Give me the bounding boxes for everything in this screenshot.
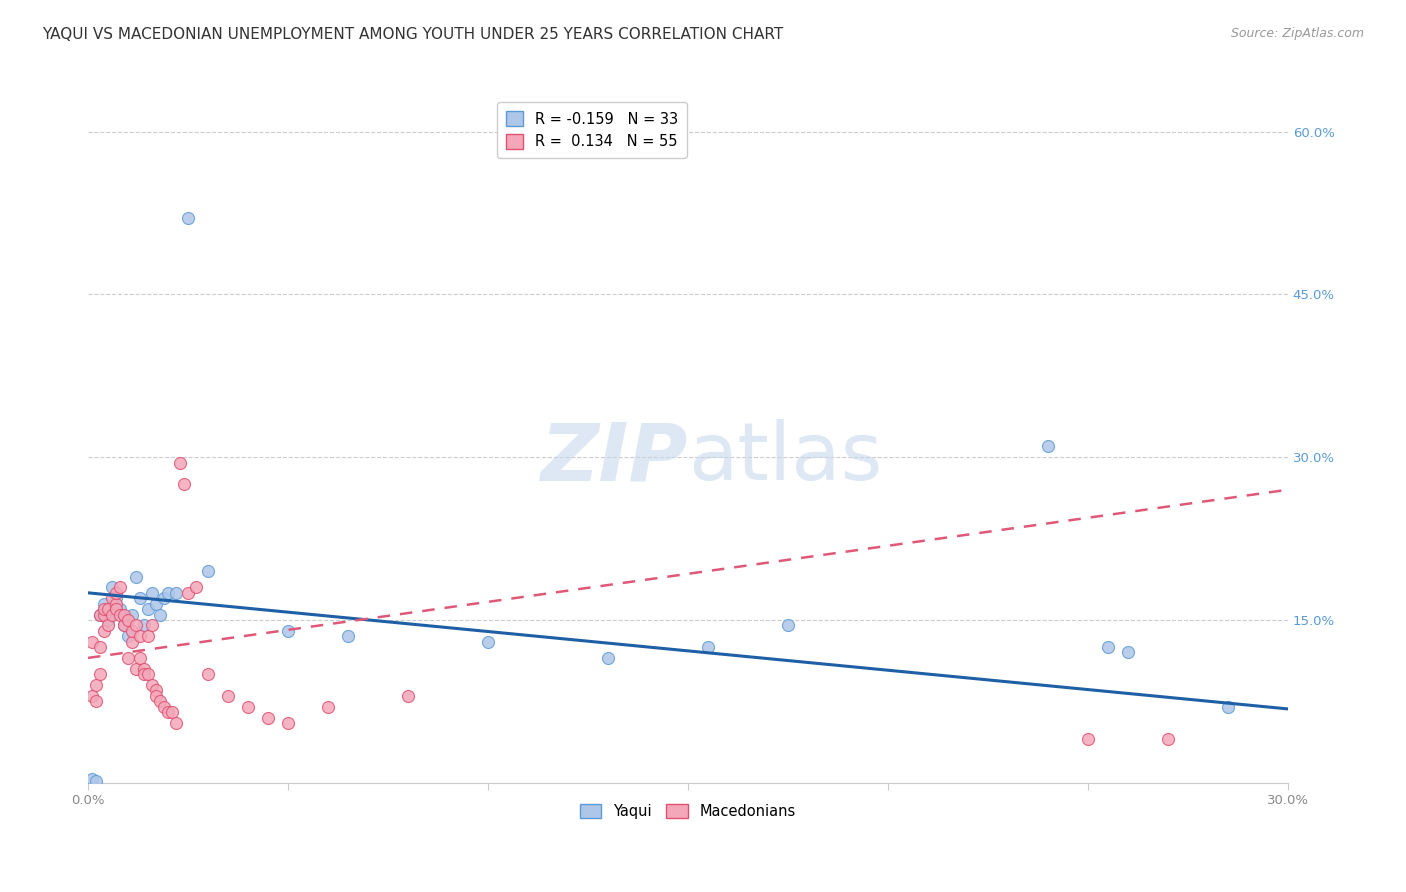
- Point: [596, 651, 619, 665]
- Point: [129, 629, 152, 643]
- Point: [696, 640, 718, 654]
- Point: [93, 602, 115, 616]
- Point: [108, 581, 131, 595]
- Point: [84, 678, 107, 692]
- Point: [97, 602, 120, 616]
- Point: [132, 618, 155, 632]
- Legend: Yaqui, Macedonians: Yaqui, Macedonians: [574, 797, 801, 825]
- Point: [153, 699, 176, 714]
- Point: [104, 591, 127, 606]
- Point: [93, 597, 115, 611]
- Point: [136, 629, 159, 643]
- Point: [112, 618, 135, 632]
- Point: [169, 456, 191, 470]
- Text: YAQUI VS MACEDONIAN UNEMPLOYMENT AMONG YOUTH UNDER 25 YEARS CORRELATION CHART: YAQUI VS MACEDONIAN UNEMPLOYMENT AMONG Y…: [42, 27, 783, 42]
- Point: [165, 716, 187, 731]
- Point: [121, 634, 143, 648]
- Point: [149, 607, 172, 622]
- Point: [1036, 439, 1059, 453]
- Point: [776, 618, 799, 632]
- Point: [97, 613, 120, 627]
- Point: [93, 607, 115, 622]
- Point: [177, 211, 200, 226]
- Point: [104, 586, 127, 600]
- Point: [336, 629, 359, 643]
- Point: [89, 667, 111, 681]
- Point: [121, 607, 143, 622]
- Point: [125, 662, 148, 676]
- Point: [132, 667, 155, 681]
- Point: [257, 710, 280, 724]
- Point: [217, 689, 239, 703]
- Point: [477, 634, 499, 648]
- Point: [101, 607, 124, 622]
- Point: [184, 581, 207, 595]
- Point: [160, 705, 183, 719]
- Point: [125, 618, 148, 632]
- Point: [1116, 645, 1139, 659]
- Point: [149, 694, 172, 708]
- Text: Source: ZipAtlas.com: Source: ZipAtlas.com: [1230, 27, 1364, 40]
- Point: [197, 564, 219, 578]
- Point: [145, 689, 167, 703]
- Point: [89, 607, 111, 622]
- Point: [108, 602, 131, 616]
- Point: [165, 586, 187, 600]
- Point: [156, 705, 179, 719]
- Point: [101, 591, 124, 606]
- Point: [121, 624, 143, 638]
- Point: [89, 607, 111, 622]
- Point: [80, 772, 103, 787]
- Point: [129, 651, 152, 665]
- Point: [93, 624, 115, 638]
- Point: [1216, 699, 1239, 714]
- Point: [80, 634, 103, 648]
- Point: [136, 667, 159, 681]
- Point: [1097, 640, 1119, 654]
- Point: [84, 694, 107, 708]
- Point: [197, 667, 219, 681]
- Point: [101, 581, 124, 595]
- Point: [236, 699, 259, 714]
- Point: [141, 678, 163, 692]
- Point: [112, 618, 135, 632]
- Point: [141, 618, 163, 632]
- Point: [89, 640, 111, 654]
- Point: [84, 773, 107, 788]
- Text: ZIP: ZIP: [540, 419, 688, 497]
- Point: [396, 689, 419, 703]
- Point: [145, 597, 167, 611]
- Point: [80, 689, 103, 703]
- Point: [141, 586, 163, 600]
- Point: [112, 607, 135, 622]
- Point: [316, 699, 339, 714]
- Point: [1157, 732, 1180, 747]
- Point: [117, 613, 139, 627]
- Point: [1077, 732, 1099, 747]
- Point: [132, 662, 155, 676]
- Point: [129, 591, 152, 606]
- Point: [136, 602, 159, 616]
- Text: atlas: atlas: [688, 419, 882, 497]
- Point: [108, 607, 131, 622]
- Point: [117, 651, 139, 665]
- Point: [97, 618, 120, 632]
- Point: [177, 586, 200, 600]
- Point: [104, 597, 127, 611]
- Point: [277, 624, 299, 638]
- Point: [145, 683, 167, 698]
- Point: [153, 591, 176, 606]
- Point: [277, 716, 299, 731]
- Point: [156, 586, 179, 600]
- Point: [104, 602, 127, 616]
- Point: [117, 629, 139, 643]
- Point: [125, 569, 148, 583]
- Point: [173, 477, 195, 491]
